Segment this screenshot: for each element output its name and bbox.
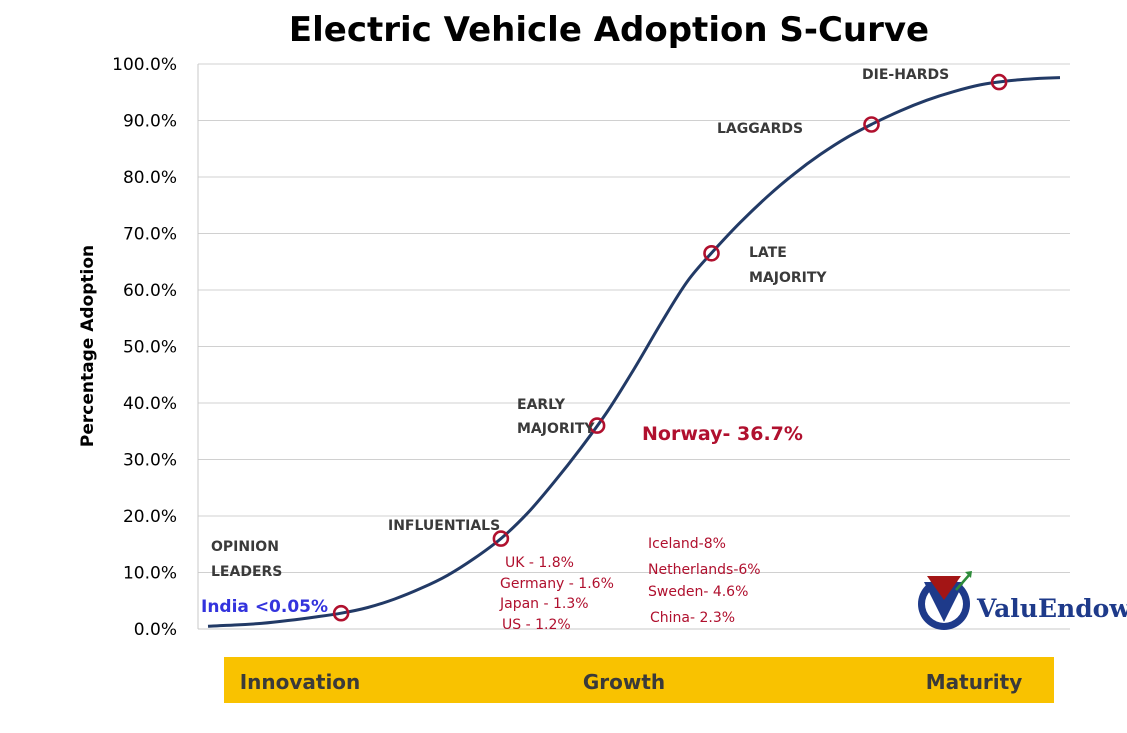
stage-label-opinion-leaders-line2: LEADERS bbox=[211, 564, 282, 580]
stage-markers bbox=[332, 73, 1008, 622]
gridlines bbox=[198, 63, 1070, 573]
y-tick-label: 90.0% bbox=[123, 112, 177, 132]
phase-band: Innovation Growth Maturity bbox=[224, 657, 1054, 703]
country-annotation: Japan - 1.3% bbox=[499, 596, 589, 612]
annotation-india: India <0.05% bbox=[201, 597, 328, 617]
valuendow-logo: ValuEndow bbox=[918, 571, 1127, 630]
y-tick-label: 30.0% bbox=[123, 451, 177, 471]
y-tick-label: 40.0% bbox=[123, 394, 177, 414]
logo-emblem-icon bbox=[918, 571, 972, 630]
country-annotation: China- 2.3% bbox=[650, 610, 735, 626]
phase-innovation: Innovation bbox=[240, 670, 361, 694]
stage-marker bbox=[990, 73, 1008, 91]
stage-label-influentials: INFLUENTIALS bbox=[388, 518, 500, 534]
stage-label-early-majority-line1: EARLY bbox=[517, 397, 566, 413]
annotation-group-1: UK - 1.8% Germany - 1.6% Japan - 1.3% US… bbox=[499, 555, 614, 633]
stage-labels: OPINION LEADERS INFLUENTIALS EARLY MAJOR… bbox=[211, 67, 949, 580]
y-tick-label: 70.0% bbox=[123, 225, 177, 245]
y-tick-label: 100.0% bbox=[112, 55, 177, 75]
annotation-group-2: Iceland-8% Netherlands-6% Sweden- 4.6% C… bbox=[648, 536, 761, 626]
y-tick-label: 0.0% bbox=[134, 620, 177, 640]
phase-maturity: Maturity bbox=[926, 670, 1023, 694]
adoption-curve bbox=[207, 76, 1061, 628]
phase-band-background bbox=[224, 657, 1054, 703]
stage-label-laggards: LAGGARDS bbox=[717, 121, 803, 137]
stage-label-die-hards: DIE-HARDS bbox=[862, 67, 949, 83]
country-annotation: Sweden- 4.6% bbox=[648, 584, 748, 600]
stage-marker bbox=[332, 604, 350, 622]
country-annotation: UK - 1.8% bbox=[505, 555, 574, 571]
country-annotation: Iceland-8% bbox=[648, 536, 726, 552]
y-tick-label: 60.0% bbox=[123, 281, 177, 301]
stage-marker bbox=[703, 245, 720, 262]
stage-label-late-majority-line1: LATE bbox=[749, 245, 787, 261]
y-tick-label: 50.0% bbox=[123, 338, 177, 358]
phase-growth: Growth bbox=[583, 670, 665, 694]
country-annotation: Netherlands-6% bbox=[648, 562, 761, 578]
logo-text: ValuEndow bbox=[976, 594, 1127, 623]
y-axis-title: Percentage Adoption bbox=[78, 245, 98, 447]
stage-marker bbox=[863, 116, 880, 133]
stage-label-late-majority-line2: MAJORITY bbox=[749, 270, 827, 286]
country-annotation: Germany - 1.6% bbox=[500, 576, 614, 592]
y-tick-label: 20.0% bbox=[123, 507, 177, 527]
y-axis-ticks: 0.0% 10.0% 20.0% 30.0% 40.0% 50.0% 60.0% 70.0% 8… bbox=[112, 55, 177, 640]
y-tick-label: 10.0% bbox=[123, 564, 177, 584]
stage-label-early-majority-line2: MAJORITY bbox=[517, 421, 595, 437]
country-annotation: US - 1.2% bbox=[502, 617, 571, 633]
stage-label-opinion-leaders-line1: OPINION bbox=[211, 539, 279, 555]
stage-marker bbox=[588, 417, 606, 434]
chart-title: Electric Vehicle Adoption S-Curve bbox=[289, 10, 929, 50]
stage-marker bbox=[492, 530, 510, 547]
annotation-norway: Norway- 36.7% bbox=[642, 423, 803, 445]
y-tick-label: 80.0% bbox=[123, 168, 177, 188]
